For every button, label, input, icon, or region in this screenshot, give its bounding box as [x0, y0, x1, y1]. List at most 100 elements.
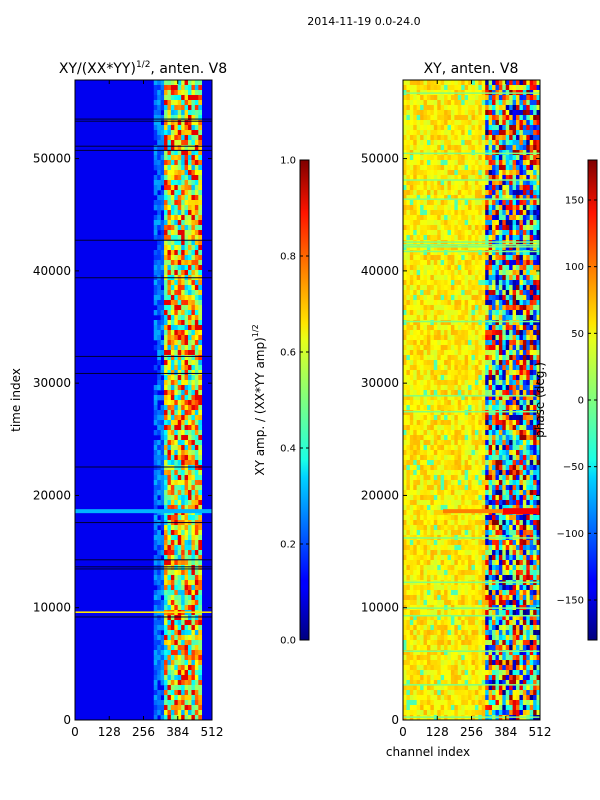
heat-cell — [461, 220, 465, 226]
heat-cell — [509, 450, 513, 456]
heat-cell — [495, 80, 500, 86]
heat-cell — [440, 325, 445, 331]
heat-cell — [529, 80, 534, 86]
heat-cell — [457, 110, 462, 116]
heat-cell — [194, 645, 199, 651]
heat-cell — [526, 280, 531, 286]
heat-cell — [420, 260, 424, 266]
heat-cell — [485, 115, 489, 121]
heat-cell — [177, 555, 182, 561]
heat-cell — [406, 225, 411, 231]
heat-cell — [157, 395, 161, 401]
heat-cell — [170, 540, 175, 546]
heat-cell — [464, 275, 469, 281]
heat-cell — [433, 470, 438, 476]
heat-cell — [433, 350, 438, 356]
heat-cell — [181, 305, 185, 311]
heat-cell — [188, 280, 192, 286]
heat-cell — [423, 265, 428, 271]
heat-cell — [505, 105, 510, 111]
heat-cell — [498, 125, 503, 131]
heat-cell — [423, 305, 428, 311]
heat-cell — [164, 110, 168, 116]
heat-cell — [440, 125, 445, 131]
heat-cell — [450, 195, 455, 201]
heat-cell — [481, 170, 486, 176]
heat-cell — [194, 555, 199, 561]
heat-cell — [181, 715, 185, 720]
heat-cell — [529, 415, 534, 421]
heat-cell — [509, 250, 513, 256]
heat-cell — [498, 465, 503, 471]
heat-cell — [440, 255, 445, 261]
heat-cell — [447, 185, 452, 191]
heat-cell — [457, 375, 462, 381]
heat-cell — [194, 615, 199, 621]
heat-cell — [481, 345, 486, 351]
heat-cell — [413, 425, 417, 431]
heat-cell — [153, 215, 158, 221]
heat-cell — [403, 320, 407, 326]
heat-cell — [509, 100, 513, 106]
heat-cell — [184, 380, 189, 386]
heat-cell — [194, 565, 199, 571]
heat-cell — [519, 425, 524, 431]
heat-cell — [157, 135, 161, 141]
heat-cell — [426, 115, 431, 121]
heat-cell — [533, 350, 537, 356]
heat-cell — [406, 360, 411, 366]
heat-cell — [512, 85, 517, 91]
heat-cell — [167, 565, 172, 571]
heat-cell — [526, 360, 531, 366]
heat-cell — [474, 330, 479, 336]
heat-cell — [174, 185, 179, 191]
heat-cell — [498, 340, 503, 346]
heat-cell — [188, 230, 192, 236]
heat-gap-line — [75, 568, 212, 570]
heat-cell — [481, 105, 486, 111]
heat-cell — [536, 100, 540, 106]
heat-cell — [167, 160, 172, 166]
heat-cell — [188, 235, 192, 241]
heat-cell — [488, 410, 493, 416]
heat-cell — [188, 555, 192, 561]
heat-cell — [198, 290, 203, 296]
heat-cell — [420, 265, 424, 271]
heat-cell — [505, 225, 510, 231]
heat-cell — [444, 325, 448, 331]
heat-cell — [188, 340, 192, 346]
heat-cell — [174, 550, 179, 556]
heat-cell — [184, 325, 189, 331]
heat-cell — [167, 475, 172, 481]
heat-cell — [512, 340, 517, 346]
heat-cell — [194, 425, 199, 431]
heat-cell — [426, 120, 431, 126]
y-tick-label: 20000 — [33, 488, 71, 502]
heat-cell — [516, 190, 520, 196]
heat-cell — [526, 355, 531, 361]
heat-cell — [502, 380, 507, 386]
heat-cell — [177, 375, 182, 381]
heat-cell — [420, 95, 424, 101]
heat-cell — [440, 155, 445, 161]
heat-cell — [529, 245, 534, 251]
heat-cell — [533, 185, 537, 191]
heat-cell — [181, 590, 185, 596]
heat-cell — [416, 235, 421, 241]
heat-cell — [413, 125, 417, 131]
heat-cell — [471, 265, 476, 271]
heat-cell — [433, 395, 438, 401]
heat-cell — [181, 195, 185, 201]
heat-cell — [403, 455, 407, 461]
heat-cell — [505, 350, 510, 356]
heat-cell — [512, 360, 517, 366]
heat-cell — [444, 295, 448, 301]
heat-cell — [406, 270, 411, 276]
heat-cell — [191, 230, 196, 236]
heat-cell — [164, 85, 168, 91]
heat-cell — [177, 575, 182, 581]
heat-cell — [437, 315, 441, 321]
heat-cell — [177, 230, 182, 236]
heat-cell — [481, 100, 486, 106]
heat-cell — [157, 155, 161, 161]
